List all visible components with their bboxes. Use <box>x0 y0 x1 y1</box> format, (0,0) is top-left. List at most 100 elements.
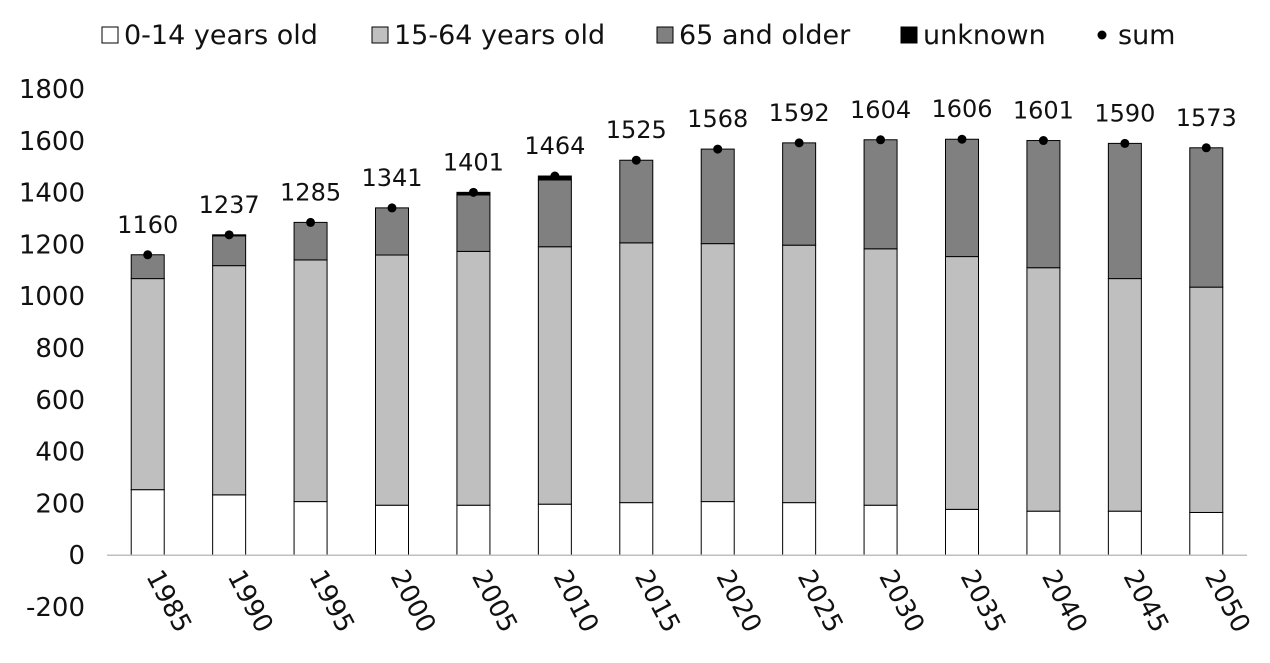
sum-point-1995 <box>306 217 316 227</box>
sum-point-2000 <box>387 203 397 213</box>
legend-item-sum: sum <box>1097 20 1175 51</box>
sum-data-label: 1237 <box>199 191 260 219</box>
y-axis: -200 0 200 400 600 800 1000 1200 1400 1600 1800 <box>19 75 85 623</box>
sum-point-1990 <box>224 230 234 240</box>
x-tick-label: 1995 <box>302 565 360 638</box>
bar-segment-65-and-older-2015 <box>619 159 654 244</box>
legend-item-unknown: unknown <box>900 20 1046 51</box>
bar-segment-0-14-years-old-2050 <box>1189 511 1224 556</box>
sum-point-2015 <box>631 155 641 165</box>
legend-swatch <box>656 26 674 44</box>
y-tick-label: 600 <box>35 386 85 416</box>
sum-data-label: 1568 <box>687 105 748 133</box>
y-tick-label: 400 <box>35 438 85 468</box>
bar-segment-0-14-years-old-2040 <box>1026 510 1061 556</box>
sum-data-label: 1525 <box>606 116 667 144</box>
bar-segment-65-and-older-1995 <box>293 221 328 261</box>
x-tick-label: 2045 <box>1117 565 1175 638</box>
legend-label: 0-14 years old <box>124 20 318 51</box>
legend-marker <box>1097 30 1107 40</box>
x-tick-label: 2015 <box>628 565 686 638</box>
bar-segment-15-64-years-old-2040 <box>1026 267 1061 512</box>
y-tick-label: 1600 <box>19 127 85 157</box>
y-tick-label: 0 <box>68 541 85 571</box>
sum-point-2025 <box>794 138 804 148</box>
x-tick-label: 2050 <box>1198 565 1256 638</box>
bar-segment-15-64-years-old-2010 <box>537 246 572 505</box>
sum-point-1985 <box>143 250 153 260</box>
y-tick-label: 800 <box>35 334 85 364</box>
bar-segment-0-14-years-old-2020 <box>700 501 735 556</box>
y-tick-label: 1000 <box>19 282 85 312</box>
legend-label: 15-64 years old <box>394 20 605 51</box>
sum-layer: 1160 1237 1285 1341 1401 1464 1525 1568 1592 1604… <box>117 95 1237 260</box>
sum-point-2035 <box>957 134 967 144</box>
bar-segment-15-64-years-old-2015 <box>619 242 654 504</box>
x-tick-label: 1990 <box>221 565 279 638</box>
legend-item-15-64-years-old: 15-64 years old <box>371 20 605 51</box>
bar-segment-0-14-years-old-2015 <box>619 502 654 556</box>
bar-segment-0-14-years-old-2030 <box>863 504 898 556</box>
legend-swatch <box>371 26 389 44</box>
bar-segment-65-and-older-2000 <box>375 207 409 256</box>
sum-data-label: 1606 <box>931 95 992 123</box>
bar-segment-65-and-older-2050 <box>1189 147 1224 288</box>
x-tick-label: 2025 <box>791 565 849 638</box>
bar-segment-15-64-years-old-1995 <box>293 259 328 503</box>
bar-segment-65-and-older-2025 <box>782 142 817 246</box>
x-axis: 1985 1990 1995 2000 2005 2010 2015 2020 2025 2030… <box>107 554 1256 638</box>
bar-segment-15-64-years-old-1990 <box>212 265 247 496</box>
sum-point-2010 <box>550 171 560 181</box>
sum-data-label: 1401 <box>443 148 504 176</box>
bar-segment-15-64-years-old-2035 <box>945 256 979 510</box>
y-tick-label: 1400 <box>19 179 85 209</box>
y-tick-label: -200 <box>26 593 85 623</box>
bar-segment-0-14-years-old-2005 <box>456 504 491 556</box>
bar-segment-65-and-older-2020 <box>700 148 735 245</box>
sum-point-2005 <box>468 187 478 197</box>
sum-data-label: 1160 <box>117 211 178 239</box>
sum-data-label: 1341 <box>361 164 422 192</box>
legend-item-0-14-years-old: 0-14 years old <box>101 20 318 51</box>
bar-segment-15-64-years-old-2050 <box>1189 286 1224 513</box>
y-tick-label: 1800 <box>19 75 85 105</box>
sum-data-label: 1590 <box>1094 99 1155 127</box>
bar-segment-0-14-years-old-1985 <box>130 489 165 556</box>
bar-segment-15-64-years-old-2025 <box>782 244 817 504</box>
bar-segment-0-14-years-old-1995 <box>293 501 328 556</box>
legend-swatch <box>101 26 119 44</box>
sum-data-label: 1573 <box>1176 104 1237 132</box>
sum-data-label: 1601 <box>1013 97 1074 125</box>
x-tick-label: 2000 <box>384 565 442 638</box>
legend-label: unknown <box>923 20 1046 51</box>
x-tick-label: 2005 <box>465 565 523 638</box>
bar-segment-0-14-years-old-2045 <box>1107 510 1142 556</box>
legend-swatch <box>900 26 918 44</box>
legend: 0-14 years old 15-64 years old 65 and olde… <box>101 20 1175 51</box>
legend-label: sum <box>1118 20 1175 51</box>
sum-point-2030 <box>876 135 886 145</box>
bar-segment-0-14-years-old-2010 <box>537 503 572 556</box>
bar-segment-15-64-years-old-2020 <box>700 243 735 503</box>
sum-point-2050 <box>1201 143 1211 153</box>
sum-point-2040 <box>1038 136 1048 146</box>
y-tick-label: 1200 <box>19 230 85 260</box>
bar-segment-65-and-older-1990 <box>212 235 247 267</box>
sum-point-2020 <box>713 144 723 154</box>
x-tick-label: 2035 <box>954 565 1012 638</box>
sum-data-label: 1592 <box>769 99 830 127</box>
bar-segment-0-14-years-old-2025 <box>782 502 817 556</box>
x-tick-label: 2040 <box>1035 565 1093 638</box>
bar-segment-0-14-years-old-1990 <box>212 494 247 556</box>
x-tick-label: 2020 <box>710 565 768 638</box>
bar-segment-15-64-years-old-2005 <box>456 250 491 506</box>
bar-segment-65-and-older-2040 <box>1026 140 1061 269</box>
sum-data-label: 1604 <box>850 96 911 124</box>
bar-segment-15-64-years-old-2000 <box>375 254 409 506</box>
legend-item-65-and-older: 65 and older <box>656 20 851 51</box>
bar-segment-15-64-years-old-2045 <box>1107 278 1142 512</box>
x-tick-label: 1985 <box>140 565 198 638</box>
bar-segment-65-and-older-2035 <box>945 138 979 258</box>
